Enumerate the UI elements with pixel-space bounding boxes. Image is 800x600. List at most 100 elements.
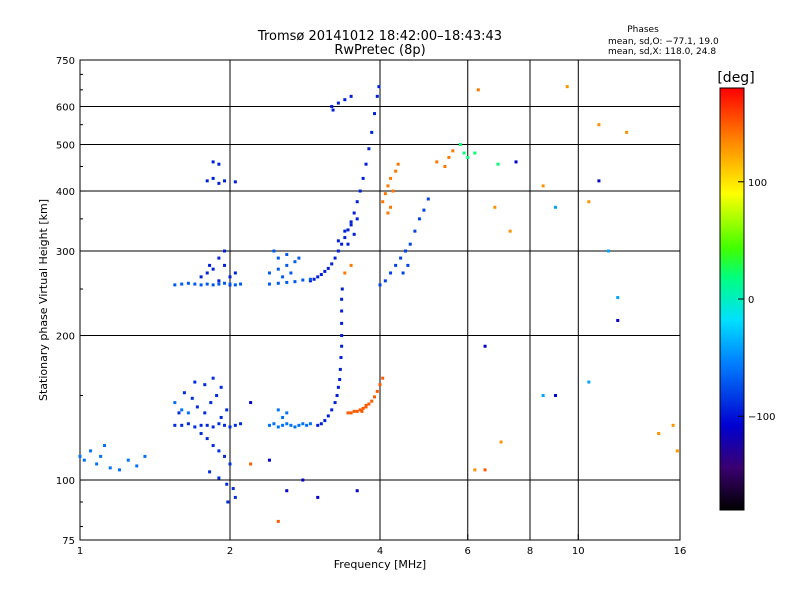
data-point <box>223 179 227 183</box>
x-tick-label: 8 <box>527 546 533 557</box>
data-point <box>340 321 344 325</box>
data-point <box>186 281 190 285</box>
colorbar-label: [deg] <box>717 70 754 86</box>
data-point <box>173 423 177 427</box>
data-point <box>267 282 271 286</box>
data-point <box>389 205 393 209</box>
data-point <box>217 476 221 480</box>
data-point <box>378 383 382 387</box>
data-point <box>383 192 387 196</box>
data-point <box>514 160 518 164</box>
data-point <box>587 200 591 204</box>
data-point <box>223 423 227 427</box>
data-point <box>370 399 374 403</box>
data-point <box>190 396 194 400</box>
data-point <box>340 309 344 313</box>
data-point <box>239 422 243 426</box>
data-point <box>367 402 371 406</box>
data-point <box>386 184 390 188</box>
y-tick-label: 400 <box>56 187 75 198</box>
data-point <box>226 500 230 504</box>
data-point <box>403 249 407 253</box>
data-point <box>671 423 675 427</box>
data-point <box>293 280 297 284</box>
data-point <box>231 487 235 491</box>
data-point <box>301 478 305 482</box>
data-point <box>349 220 353 224</box>
data-point <box>95 462 99 466</box>
data-point <box>199 423 203 427</box>
data-point <box>447 155 451 159</box>
data-point <box>126 458 130 462</box>
data-point <box>375 389 379 393</box>
data-point <box>301 422 305 426</box>
data-point <box>597 123 601 127</box>
data-point <box>381 200 385 204</box>
data-point <box>319 273 323 277</box>
data-point <box>276 281 280 285</box>
data-point <box>338 367 342 371</box>
data-point <box>180 282 184 286</box>
data-point <box>211 267 215 271</box>
data-point <box>217 449 221 453</box>
data-point <box>553 205 557 209</box>
data-point <box>199 275 203 279</box>
data-point <box>330 105 334 109</box>
data-point <box>462 151 466 155</box>
data-point <box>399 256 403 260</box>
data-point <box>375 94 379 98</box>
data-point <box>340 297 344 301</box>
x-tick-label: 16 <box>674 546 687 557</box>
y-tick-label: 500 <box>56 141 75 152</box>
data-point <box>285 263 289 267</box>
y-tick-label: 75 <box>62 536 75 547</box>
data-point <box>205 423 209 427</box>
data-point <box>285 280 289 284</box>
data-point <box>203 383 207 387</box>
data-point <box>233 271 237 275</box>
data-point <box>426 197 430 201</box>
data-point <box>406 263 410 267</box>
data-point <box>451 149 455 153</box>
data-point <box>285 411 289 415</box>
data-point <box>308 279 312 283</box>
data-point <box>394 169 398 173</box>
colorbar-tick-label: 0 <box>748 295 754 306</box>
data-point <box>330 408 334 412</box>
data-point <box>352 232 356 236</box>
data-point <box>336 385 340 389</box>
data-point <box>346 242 350 246</box>
data-point <box>217 162 221 166</box>
x-tick-label: 4 <box>377 546 383 557</box>
data-point <box>78 454 82 458</box>
data-point <box>103 444 107 448</box>
data-point <box>285 422 289 426</box>
data-point <box>308 277 312 281</box>
data-point <box>565 85 569 89</box>
data-point <box>312 277 316 281</box>
data-point <box>389 176 393 180</box>
x-tick-label: 1 <box>77 546 83 557</box>
data-point <box>276 408 280 412</box>
data-point <box>391 189 395 193</box>
data-point <box>355 217 359 221</box>
data-point <box>177 411 181 415</box>
data-point <box>373 112 377 116</box>
data-point <box>186 411 190 415</box>
data-point <box>616 296 620 300</box>
data-point <box>443 164 447 168</box>
data-point <box>193 425 197 429</box>
y-tick-label: 300 <box>56 247 75 258</box>
data-point <box>289 271 293 275</box>
data-point <box>208 470 212 474</box>
data-point <box>331 108 335 112</box>
data-point <box>625 130 629 134</box>
data-point <box>217 181 221 185</box>
data-point <box>233 423 237 427</box>
data-point <box>205 437 209 441</box>
data-point <box>228 282 232 286</box>
data-point <box>340 287 344 291</box>
data-point <box>267 423 271 427</box>
data-point <box>335 394 339 398</box>
phases-o-stats: mean, sd,O: −77.1, 19.0 <box>608 37 719 47</box>
